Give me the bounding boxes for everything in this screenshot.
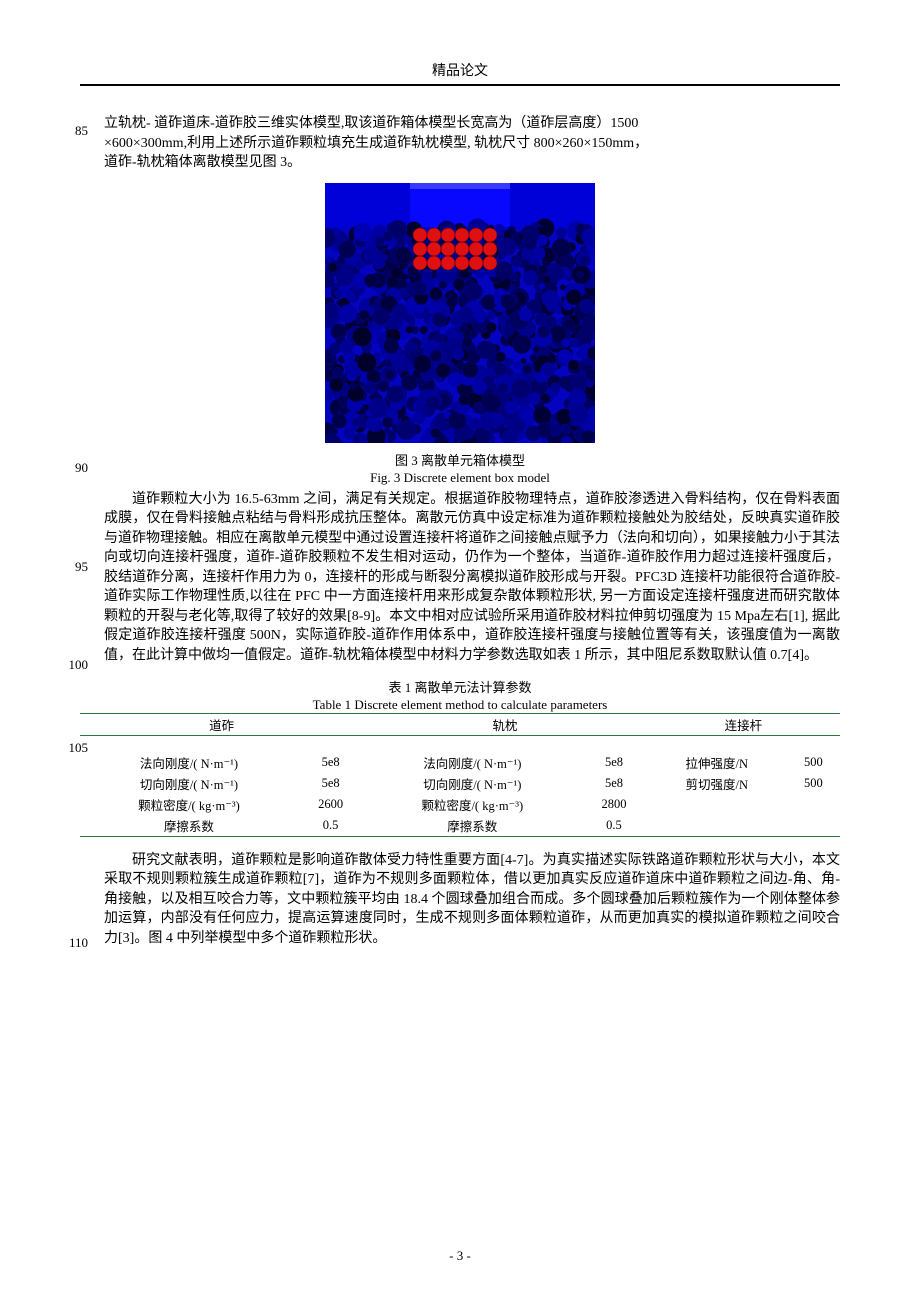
table-cell: 剪切强度/N	[647, 773, 787, 794]
figure-3-caption: 图 3 离散单元箱体模型 Fig. 3 Discrete element box…	[80, 452, 840, 486]
table-header: 道砟	[80, 714, 363, 736]
table-cell: 颗粒密度/( kg·m⁻³)	[80, 794, 298, 815]
line-number: 95	[58, 559, 88, 575]
table-cell: 5e8	[581, 752, 647, 773]
table-row: 颗粒密度/( kg·m⁻³) 2600 颗粒密度/( kg·m⁻³) 2800	[80, 794, 840, 815]
table-row: 道砟 轨枕 连接杆	[80, 714, 840, 736]
table-cell: 500	[787, 773, 840, 794]
table-header: 连接杆	[647, 714, 840, 736]
table-cell	[647, 815, 787, 837]
paragraph-1: 立轨枕- 道砟道床-道砟胶三维实体模型,取该道砟箱体模型长宽高为（道砟层高度）1…	[104, 114, 840, 173]
header-title: 精品论文	[432, 64, 488, 79]
table-cell: 切向刚度/( N·m⁻¹)	[363, 773, 581, 794]
p2-text: 道砟颗粒大小为 16.5-63mm 之间，满足有关规定。根据道砟胶物理特点，道砟…	[104, 492, 840, 663]
table-cell: 2800	[581, 794, 647, 815]
table-1-title: 表 1 离散单元法计算参数 Table 1 Discrete element m…	[80, 679, 840, 713]
table-header: 轨枕	[363, 714, 646, 736]
paragraph-2: 道砟颗粒大小为 16.5-63mm 之间，满足有关规定。根据道砟胶物理特点，道砟…	[104, 490, 840, 666]
table-1: 道砟 轨枕 连接杆 法向刚度/( N·m⁻¹) 5e8 法向刚度/( N·m⁻¹…	[80, 713, 840, 837]
p1-l1: 立轨枕- 道砟道床-道砟胶三维实体模型,取该道砟箱体模型长宽高为（道砟层高度）1…	[104, 116, 638, 131]
paragraph-3: 研究文献表明，道砟颗粒是影响道砟散体受力特性重要方面[4-7]。为真实描述实际铁…	[104, 851, 840, 949]
line-number: 105	[58, 740, 88, 756]
line-number: 90	[58, 460, 88, 476]
table-row: 摩擦系数 0.5 摩擦系数 0.5	[80, 815, 840, 837]
table-1-title-cn: 表 1 离散单元法计算参数	[388, 680, 531, 695]
table-cell	[787, 794, 840, 815]
table-cell: 0.5	[581, 815, 647, 837]
figure-3: 图 3 离散单元箱体模型 Fig. 3 Discrete element box…	[80, 183, 840, 486]
table-row	[80, 736, 840, 752]
page-header: 精品论文	[80, 60, 840, 86]
table-cell: 5e8	[298, 752, 364, 773]
table-cell: 2600	[298, 794, 364, 815]
figure-3-caption-cn: 图 3 离散单元箱体模型	[395, 453, 525, 468]
table-cell	[647, 794, 787, 815]
table-cell: 摩擦系数	[363, 815, 581, 837]
table-cell: 摩擦系数	[80, 815, 298, 837]
table-cell: 拉伸强度/N	[647, 752, 787, 773]
table-cell: 5e8	[581, 773, 647, 794]
p1-l3: 道砟-轨枕箱体离散模型见图 3。	[104, 155, 301, 170]
discrete-element-box-model-image	[325, 183, 595, 443]
line-number: 85	[58, 123, 88, 139]
figure-3-caption-en: Fig. 3 Discrete element box model	[370, 470, 550, 485]
page-number: - 3 -	[449, 1248, 471, 1263]
p1-l2: ×600×300mm,利用上述所示道砟颗粒填充生成道砟轨枕模型, 轨枕尺寸 80…	[104, 136, 648, 151]
line-number: 100	[58, 657, 88, 673]
table-1-title-en: Table 1 Discrete element method to calcu…	[313, 697, 608, 712]
table-row: 法向刚度/( N·m⁻¹) 5e8 法向刚度/( N·m⁻¹) 5e8 拉伸强度…	[80, 752, 840, 773]
table-cell: 切向刚度/( N·m⁻¹)	[80, 773, 298, 794]
page-footer: - 3 -	[0, 1248, 920, 1264]
table-cell	[787, 815, 840, 837]
table-cell: 颗粒密度/( kg·m⁻³)	[363, 794, 581, 815]
table-cell: 0.5	[298, 815, 364, 837]
p3-text: 研究文献表明，道砟颗粒是影响道砟散体受力特性重要方面[4-7]。为真实描述实际铁…	[104, 853, 840, 946]
table-cell: 5e8	[298, 773, 364, 794]
table-cell: 法向刚度/( N·m⁻¹)	[363, 752, 581, 773]
table-row: 切向刚度/( N·m⁻¹) 5e8 切向刚度/( N·m⁻¹) 5e8 剪切强度…	[80, 773, 840, 794]
table-cell: 法向刚度/( N·m⁻¹)	[80, 752, 298, 773]
table-cell: 500	[787, 752, 840, 773]
line-number: 110	[58, 935, 88, 951]
